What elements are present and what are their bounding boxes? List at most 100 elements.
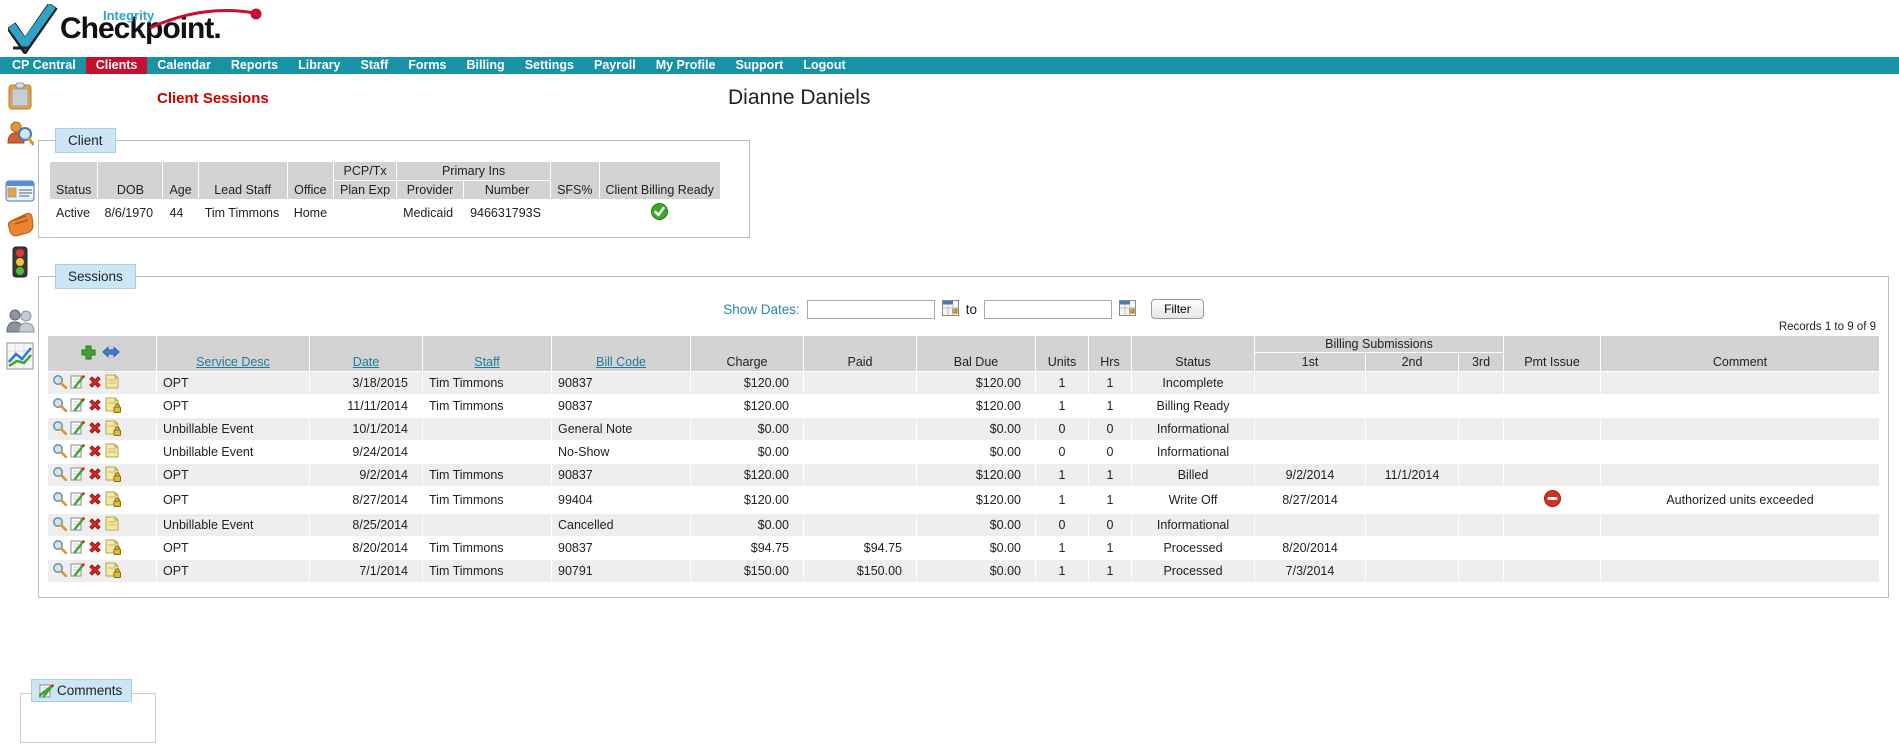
col-dob: DOB xyxy=(98,162,163,199)
cell-bill-code: Cancelled xyxy=(552,514,690,536)
calendar-icon[interactable] xyxy=(1119,299,1137,319)
edit-session-icon[interactable] xyxy=(70,539,85,557)
filter-button[interactable]: Filter xyxy=(1151,299,1204,319)
delete-session-icon[interactable] xyxy=(88,492,102,509)
reorder-icon[interactable] xyxy=(102,346,120,361)
cell-sub-2nd: 11/1/2014 xyxy=(1366,464,1458,486)
sort-date[interactable]: Date xyxy=(352,355,380,369)
session-note-icon[interactable] xyxy=(105,516,119,534)
delete-session-icon[interactable] xyxy=(88,444,102,461)
session-note-icon[interactable] xyxy=(105,374,119,392)
clipboard-icon[interactable] xyxy=(7,82,33,115)
people-icon[interactable] xyxy=(5,309,35,338)
client-tab[interactable]: Client xyxy=(55,128,116,153)
view-session-icon[interactable] xyxy=(52,516,68,534)
edit-session-icon[interactable] xyxy=(70,491,85,509)
sort-service-desc[interactable]: Service Desc xyxy=(196,355,270,369)
delete-session-icon[interactable] xyxy=(88,398,102,415)
cell-status: Informational xyxy=(1132,514,1254,536)
id-card-icon[interactable] xyxy=(5,180,35,207)
delete-session-icon[interactable] xyxy=(88,517,102,534)
session-note-locked-icon[interactable] xyxy=(105,539,121,558)
delete-session-icon[interactable] xyxy=(88,375,102,392)
edit-session-icon[interactable] xyxy=(70,466,85,484)
view-session-icon[interactable] xyxy=(52,420,68,438)
cell-bal-due: $120.00 xyxy=(917,487,1035,513)
nav-item-settings[interactable]: Settings xyxy=(524,58,574,72)
cell-sub-3rd xyxy=(1459,372,1503,394)
session-note-locked-icon[interactable] xyxy=(105,397,121,416)
nav-item-my-profile[interactable]: My Profile xyxy=(655,58,716,72)
cell-sub-1st: 9/2/2014 xyxy=(1255,464,1365,486)
nav-item-calendar[interactable]: Calendar xyxy=(157,58,211,72)
cell-sub-3rd xyxy=(1459,514,1503,536)
session-row: OPT 11/11/2014 Tim Timmons 90837 $120.00 $120… xyxy=(48,395,1879,417)
hand-icon[interactable] xyxy=(6,211,34,242)
session-note-locked-icon[interactable] xyxy=(105,491,121,510)
edit-session-icon[interactable] xyxy=(70,374,85,392)
edit-session-icon[interactable] xyxy=(70,562,85,580)
sort-staff[interactable]: Staff xyxy=(474,355,500,369)
nav-item-support[interactable]: Support xyxy=(735,58,784,72)
session-note-locked-icon[interactable] xyxy=(105,420,121,439)
sort-bill-code[interactable]: Bill Code xyxy=(595,355,647,369)
view-session-icon[interactable] xyxy=(52,397,68,415)
nav-item-payroll[interactable]: Payroll xyxy=(594,58,636,72)
session-note-locked-icon[interactable] xyxy=(105,466,121,485)
cell-charge: $94.75 xyxy=(691,537,803,559)
client-search-icon[interactable] xyxy=(6,119,35,152)
nav-item-cp-central[interactable]: CP Central xyxy=(12,58,76,72)
main-nav: CP Central Clients Calendar Reports Library S… xyxy=(0,57,1899,74)
traffic-light-icon[interactable] xyxy=(11,246,29,283)
cell-staff: Tim Timmons xyxy=(423,372,551,394)
sessions-tab[interactable]: Sessions xyxy=(55,264,136,289)
view-session-icon[interactable] xyxy=(52,491,68,509)
delete-session-icon[interactable] xyxy=(88,467,102,484)
session-actions-cell xyxy=(48,372,156,394)
nav-item-forms[interactable]: Forms xyxy=(408,58,447,72)
date-to-input[interactable] xyxy=(984,299,1113,319)
cell-hrs: 1 xyxy=(1089,464,1131,486)
session-actions-cell xyxy=(48,464,156,486)
edit-session-icon[interactable] xyxy=(70,516,85,534)
nav-item-clients[interactable]: Clients xyxy=(85,57,148,74)
comments-tab[interactable]: Comments xyxy=(31,679,133,702)
view-session-icon[interactable] xyxy=(52,443,68,461)
date-from-input[interactable] xyxy=(806,299,935,319)
session-row: OPT 8/27/2014 Tim Timmons 99404 $120.00 $120.… xyxy=(48,487,1879,513)
cell-comment xyxy=(1601,372,1879,394)
calendar-icon[interactable] xyxy=(941,299,959,319)
cell-hrs: 1 xyxy=(1089,487,1131,513)
nav-item-staff[interactable]: Staff xyxy=(360,58,389,72)
view-session-icon[interactable] xyxy=(52,466,68,484)
delete-session-icon[interactable] xyxy=(88,540,102,557)
session-note-locked-icon[interactable] xyxy=(105,562,121,581)
add-session-icon[interactable] xyxy=(81,345,96,363)
pmt-issue-icon[interactable] xyxy=(1543,490,1561,510)
client-number: 946631793S xyxy=(464,200,551,226)
edit-session-icon[interactable] xyxy=(70,443,85,461)
col-pcp-tx: PCP/Tx xyxy=(334,162,397,180)
view-session-icon[interactable] xyxy=(52,539,68,557)
cell-staff: Tim Timmons xyxy=(423,395,551,417)
cell-units: 1 xyxy=(1036,537,1088,559)
chart-icon[interactable] xyxy=(6,342,34,375)
cell-units: 0 xyxy=(1036,441,1088,463)
delete-session-icon[interactable] xyxy=(88,421,102,438)
cell-pmt-issue xyxy=(1504,395,1600,417)
nav-item-billing[interactable]: Billing xyxy=(466,58,505,72)
nav-item-reports[interactable]: Reports xyxy=(230,58,279,72)
view-session-icon[interactable] xyxy=(52,374,68,392)
cell-charge: $0.00 xyxy=(691,441,803,463)
cell-paid xyxy=(804,514,916,536)
view-session-icon[interactable] xyxy=(52,562,68,580)
nav-item-library[interactable]: Library xyxy=(298,58,341,72)
session-row: Unbillable Event 9/24/2014 No-Show $0.00 $0.… xyxy=(48,441,1879,463)
session-note-icon[interactable] xyxy=(105,443,119,461)
delete-session-icon[interactable] xyxy=(88,563,102,580)
edit-session-icon[interactable] xyxy=(70,397,85,415)
nav-item-logout[interactable]: Logout xyxy=(803,58,846,72)
cell-status: Billed xyxy=(1132,464,1254,486)
client-age: 44 xyxy=(163,200,198,226)
edit-session-icon[interactable] xyxy=(70,420,85,438)
